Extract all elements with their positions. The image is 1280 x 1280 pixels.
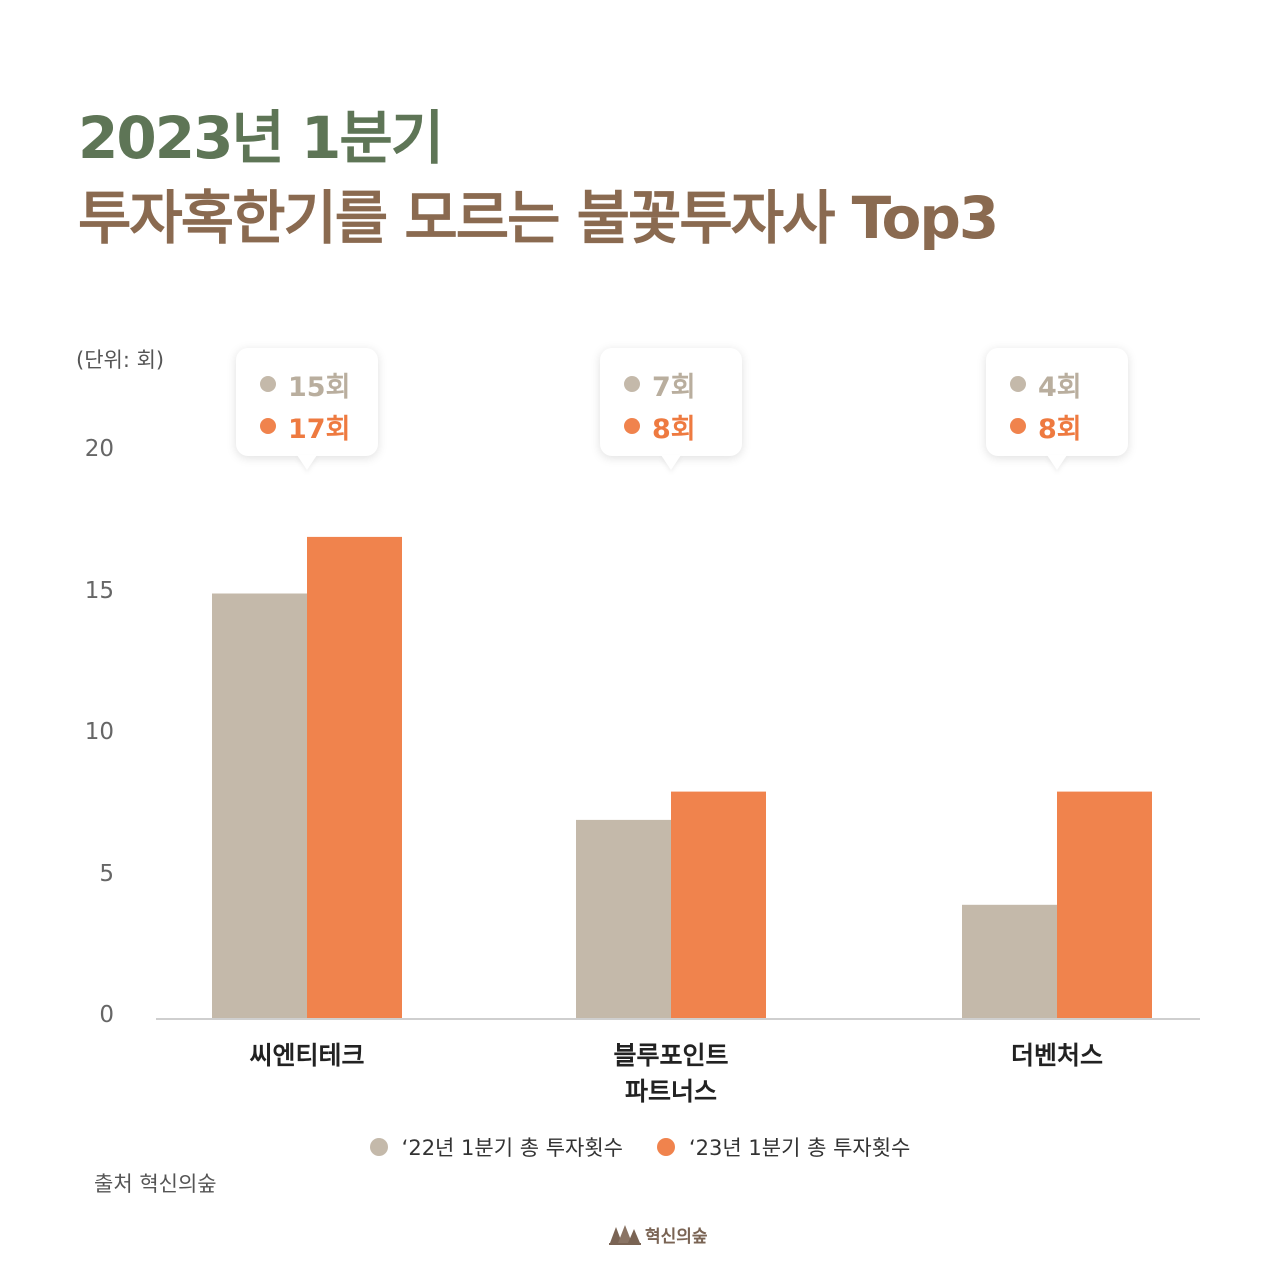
legend: ‘22년 1분기 총 투자횟수 ‘23년 1분기 총 투자횟수 bbox=[0, 1132, 1280, 1162]
value-callout: 7회 8회 bbox=[600, 348, 742, 456]
x-tick-label-line: 씨엔티테크 bbox=[249, 1041, 365, 1070]
callout-dot bbox=[1010, 376, 1026, 392]
bar-2022-0 bbox=[212, 593, 307, 1018]
legend-item-2022: ‘22년 1분기 총 투자횟수 bbox=[369, 1132, 623, 1162]
data-label: 7회 bbox=[652, 371, 696, 403]
legend-swatch-2022 bbox=[369, 1138, 388, 1156]
callout-row: 8회 bbox=[624, 406, 696, 446]
callout-dot bbox=[1010, 418, 1026, 434]
data-label: 15회 bbox=[288, 371, 351, 403]
tree-logo-icon bbox=[609, 1224, 641, 1245]
callout-dot bbox=[260, 376, 276, 392]
unit-label: (단위: 회) bbox=[76, 348, 165, 372]
legend-label-2022: ‘22년 1분기 총 투자횟수 bbox=[401, 1136, 623, 1160]
data-label: 8회 bbox=[652, 413, 696, 445]
x-tick-label-line: 파트너스 bbox=[624, 1077, 717, 1106]
callout-row: 7회 bbox=[624, 364, 696, 404]
x-tick-label-line: 블루포인트 bbox=[613, 1041, 729, 1070]
bar-2022-2 bbox=[962, 904, 1057, 1018]
y-tick-label: 20 bbox=[84, 436, 114, 462]
value-callout: 4회 8회 bbox=[986, 348, 1128, 456]
callout-row: 15회 bbox=[260, 364, 350, 404]
bar-2023-2 bbox=[1057, 791, 1152, 1018]
y-tick-label: 0 bbox=[99, 1002, 114, 1028]
legend-label-2023: ‘23년 1분기 총 투자횟수 bbox=[689, 1136, 911, 1160]
callout-dot bbox=[260, 418, 276, 434]
bar-2022-1 bbox=[576, 819, 671, 1018]
data-label: 17회 bbox=[288, 413, 351, 445]
legend-swatch-2023 bbox=[657, 1138, 675, 1156]
data-label: 8회 bbox=[1038, 413, 1082, 445]
callout-row: 17회 bbox=[260, 406, 350, 446]
value-callout: 15회 17회 bbox=[236, 348, 378, 456]
source-note: 출처 혁신의숲 bbox=[94, 1172, 217, 1196]
x-tick-label-line: 더벤처스 bbox=[1010, 1041, 1103, 1070]
bar-2023-1 bbox=[671, 791, 766, 1018]
x-tick-label: 씨엔티테크 bbox=[177, 1038, 437, 1074]
y-tick-label: 15 bbox=[84, 577, 114, 604]
callout-dot bbox=[624, 418, 640, 434]
callout-row: 8회 bbox=[1010, 406, 1082, 446]
chart-title: 2023년 1분기 투자혹한기를 모르는 불꽃투자사 Top3 bbox=[78, 98, 999, 258]
brand-logo: 혁신의숲 bbox=[608, 1222, 708, 1247]
data-label: 4회 bbox=[1038, 371, 1082, 403]
callout-dot bbox=[624, 376, 640, 392]
logo-text: 혁신의숲 bbox=[645, 1227, 708, 1247]
y-tick-label: 10 bbox=[84, 719, 114, 745]
title-line2: 투자혹한기를 모르는 불꽃투자사 Top3 bbox=[78, 184, 999, 252]
bar-2023-0 bbox=[307, 536, 402, 1018]
callout-row: 4회 bbox=[1010, 364, 1082, 404]
x-tick-label: 더벤처스 bbox=[927, 1038, 1187, 1074]
y-tick-label: 5 bbox=[99, 860, 114, 887]
legend-item-2023: ‘23년 1분기 총 투자횟수 bbox=[657, 1132, 910, 1162]
title-line1: 2023년 1분기 bbox=[78, 104, 444, 172]
